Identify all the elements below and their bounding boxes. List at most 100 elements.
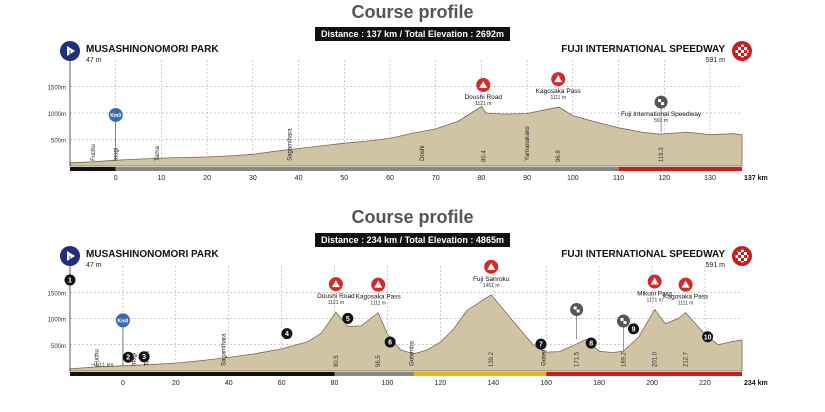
checker-square [661,102,665,106]
distance-bar-segment [413,372,547,376]
x-tick-label: 50 [340,175,348,182]
waypoint-number: 2 [126,355,130,362]
place-label: Tama [155,145,161,160]
x-axis-end-label: 234 km [744,380,768,387]
place-label: Gotemba [409,341,415,366]
waypoint-number-icon [122,351,134,363]
offset-note: ー10.1 km [90,362,113,368]
kom-elevation: 1111 m [370,301,386,307]
chart1-finish-name: FUJI INTERNATIONAL SPEEDWAY [561,44,725,55]
x-tick-label: 20 [203,175,211,182]
place-label: Fuchu [91,144,97,161]
checker-square [576,309,580,313]
y-tick-label: 500m [51,344,66,350]
waypoint-number-icon [628,323,640,335]
waypoint-number-icon [281,328,293,340]
elevation-profile [69,106,743,167]
x-axis-end-label: 137 km [744,175,768,182]
elevation-profile [69,294,743,372]
x-tick-label: 180 [593,380,605,387]
waypoint-number: 10 [704,334,712,341]
x-tick-label: 220 [699,380,711,387]
km0-label: Km0 [110,113,121,119]
kom-name: Doushi Road [464,94,502,101]
km-marker-label: 201.0 [653,351,659,367]
y-tick-label: 1500m [48,86,66,92]
place-label: Gotemba [542,341,548,366]
checker-square [620,318,624,322]
checker-square [658,99,662,103]
kom-elevation: 1121 m [475,101,491,107]
waypoint-number-icon [585,337,597,349]
chart2-title: Course profile [351,207,474,227]
waypoint-number: 1 [68,278,72,285]
x-tick-label: 130 [704,175,716,182]
place-label: Fuchu [94,349,100,366]
waypoint-number-icon [384,336,396,348]
distance-bar-segment [70,372,335,376]
waypoint-number-icon [342,312,354,324]
x-tick-label: 70 [432,175,440,182]
km-marker-label: 80.5 [334,355,340,367]
x-tick-label: 110 [613,175,624,182]
x-tick-label: 0 [121,380,125,387]
y-tick-label: 500m [51,139,66,145]
distance-bar-segment [70,167,116,171]
x-tick-label: 90 [523,175,531,182]
kom-name: Doushi Road [317,293,355,300]
x-tick-label: 200 [646,380,658,387]
waypoint-number-icon [64,274,76,286]
checker-square [623,321,627,325]
km-marker-label: 119.3 [659,147,665,162]
finish-flag-icon [732,41,752,61]
chart1-start-elev: 47 m [86,57,102,64]
mountain-glyph [650,277,659,285]
x-tick-label: 40 [225,380,233,387]
km-marker-label: 96.5 [376,355,382,367]
kom-name: Kagosaka Pass [663,294,709,301]
y-tick-label: 1500m [48,291,66,297]
x-tick-label: 10 [158,175,166,182]
chart1-title: Course profile [351,2,474,22]
y-tick-label: 1000m [48,112,66,118]
x-tick-label: 120 [658,175,670,182]
kom-name: Mikuni Pass [637,291,673,298]
x-tick-label: 30 [249,175,257,182]
waypoint-number: 5 [346,316,350,323]
km0-icon [115,313,130,328]
place-label: Inagi [114,148,120,161]
place-label: Inagi [131,353,137,366]
finish-flag-icon [732,246,752,266]
x-tick-label: 60 [278,380,286,387]
chart1-start-name: MUSASHINONOMORI PARK [86,44,219,55]
sprint-name: Fuji International Speedway [621,111,702,118]
x-tick-label: 60 [386,175,394,182]
mountain-glyph [331,280,340,288]
x-tick-label: 80 [331,380,339,387]
chart2-finish-elev: 591 m [705,262,725,269]
waypoint-number-icon [535,338,547,350]
waypoint-number: 8 [589,341,593,348]
chart2-finish-name: FUJI INTERNATIONAL SPEEDWAY [561,249,725,260]
km-marker-label: 80.4 [481,150,487,162]
km-marker-label: 212.7 [684,351,690,367]
chart2-start-name: MUSASHINONOMORI PARK [86,249,219,260]
km-marker-label: 171.5 [575,351,581,367]
waypoint-number: 3 [142,354,146,361]
x-tick-label: 120 [435,380,447,387]
x-tick-label: 140 [487,380,499,387]
distance-bar-segment [546,372,742,376]
chart1-finish-elev: 591 m [705,57,725,64]
x-tick-label: 40 [295,175,303,182]
mountain-glyph [374,280,383,288]
place-label: Sagamihara [221,333,227,366]
kom-elevation: 1111 m [550,95,566,101]
km0-label: Km0 [117,318,128,324]
kom-elevation: 1451 m [483,283,500,289]
waypoint-number-icon [702,331,714,343]
x-tick-label: 160 [540,380,552,387]
km-marker-label: 139.2 [489,351,495,367]
x-tick-label: 0 [114,175,118,182]
kom-elevation: 1111 m [678,301,694,307]
